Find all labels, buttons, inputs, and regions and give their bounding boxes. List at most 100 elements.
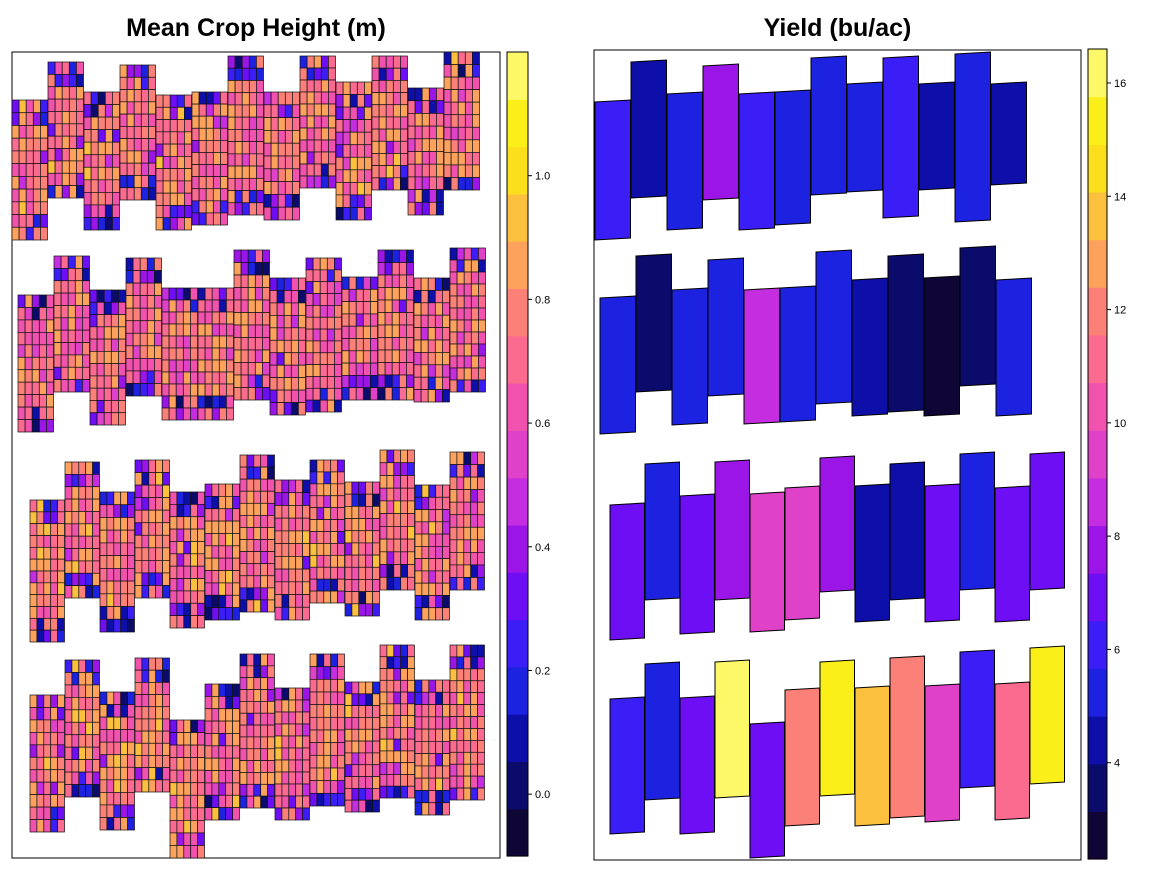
height-cell	[67, 305, 76, 319]
height-cell	[330, 554, 338, 568]
height-cell	[85, 572, 93, 586]
height-cell	[463, 751, 472, 765]
height-cell	[372, 681, 380, 695]
height-cell	[400, 153, 408, 166]
height-cell	[463, 704, 472, 717]
height-cell	[378, 104, 387, 118]
height-cell	[407, 100, 416, 114]
height-cell	[420, 389, 429, 403]
height-cell	[443, 76, 452, 90]
height-cell	[90, 129, 99, 143]
height-cell	[71, 672, 80, 686]
height-cell	[89, 314, 98, 328]
height-cell	[428, 113, 437, 127]
height-cell	[302, 759, 310, 773]
yield-plot	[854, 483, 890, 623]
height-cell	[92, 759, 100, 773]
height-cell	[283, 290, 292, 304]
height-cell	[463, 476, 472, 490]
height-cell	[263, 194, 272, 208]
height-cell	[371, 153, 380, 166]
height-cell	[36, 594, 45, 607]
height-cell	[378, 55, 387, 69]
height-cell	[184, 143, 192, 157]
height-cell	[341, 301, 350, 315]
height-cell	[78, 548, 87, 562]
height-cell	[182, 299, 191, 313]
colorbar-segment	[1088, 811, 1107, 860]
height-cell	[197, 323, 206, 337]
height-cell	[197, 504, 205, 518]
height-cell	[183, 516, 192, 530]
height-cell	[64, 709, 73, 723]
height-cell	[154, 383, 162, 397]
height-cell	[365, 566, 373, 580]
height-cell	[176, 769, 185, 784]
height-cell	[85, 511, 93, 525]
height-cell	[406, 274, 414, 288]
height-cell	[344, 493, 353, 507]
height-cell	[240, 324, 249, 338]
height-cell	[379, 644, 388, 658]
height-cell	[211, 311, 220, 325]
height-cell	[197, 578, 205, 592]
height-cell	[103, 338, 112, 352]
height-cell	[234, 55, 243, 69]
height-cell	[371, 140, 380, 154]
height-cell	[456, 355, 465, 369]
height-cell	[47, 74, 56, 88]
height-cell	[57, 594, 65, 607]
height-cell	[323, 566, 332, 580]
height-cell	[392, 153, 401, 166]
height-cell	[334, 328, 342, 342]
height-cell	[298, 327, 306, 341]
height-cell	[337, 704, 345, 718]
height-cell	[281, 795, 290, 809]
height-cell	[288, 783, 297, 797]
height-cell	[162, 205, 171, 219]
height-cell	[449, 489, 458, 503]
height-cell	[378, 140, 387, 154]
height-cell	[267, 736, 275, 750]
height-cell	[38, 394, 47, 408]
height-cell	[400, 165, 408, 179]
height-cell	[442, 777, 450, 791]
height-cell	[386, 576, 395, 591]
height-cell	[76, 98, 84, 112]
height-cell	[64, 560, 73, 574]
height-cell	[277, 142, 286, 157]
height-cell	[400, 538, 408, 553]
height-cell	[47, 160, 56, 174]
height-cell	[132, 383, 141, 397]
height-cell	[298, 402, 306, 416]
height-cell	[302, 711, 310, 725]
height-cell	[125, 370, 134, 384]
height-cell	[434, 376, 443, 390]
height-cell	[18, 201, 27, 215]
height-cell	[323, 754, 332, 769]
height-cell	[442, 290, 450, 304]
height-cell	[191, 212, 200, 226]
height-cell	[449, 476, 458, 490]
height-cell	[406, 299, 414, 313]
height-cell	[253, 454, 262, 468]
height-cell	[127, 517, 135, 531]
height-cell	[391, 287, 400, 301]
height-cell	[379, 738, 388, 752]
height-cell	[302, 699, 310, 713]
height-cell	[472, 177, 480, 191]
height-cell	[421, 790, 430, 804]
colorbar-segment	[1088, 620, 1107, 670]
height-cell	[386, 715, 395, 728]
height-cell	[204, 570, 213, 584]
height-plot	[274, 687, 310, 821]
height-cell	[40, 99, 48, 114]
height-cell	[134, 767, 143, 781]
height-cell	[61, 74, 70, 88]
height-cell	[38, 406, 47, 420]
height-cell	[456, 464, 465, 478]
height-cell	[312, 399, 321, 413]
colorbar-tick-label: 12	[1114, 305, 1126, 317]
height-cell	[434, 277, 443, 291]
height-cell	[371, 128, 380, 142]
